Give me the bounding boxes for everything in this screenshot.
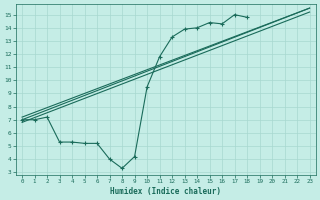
X-axis label: Humidex (Indice chaleur): Humidex (Indice chaleur) (110, 187, 221, 196)
